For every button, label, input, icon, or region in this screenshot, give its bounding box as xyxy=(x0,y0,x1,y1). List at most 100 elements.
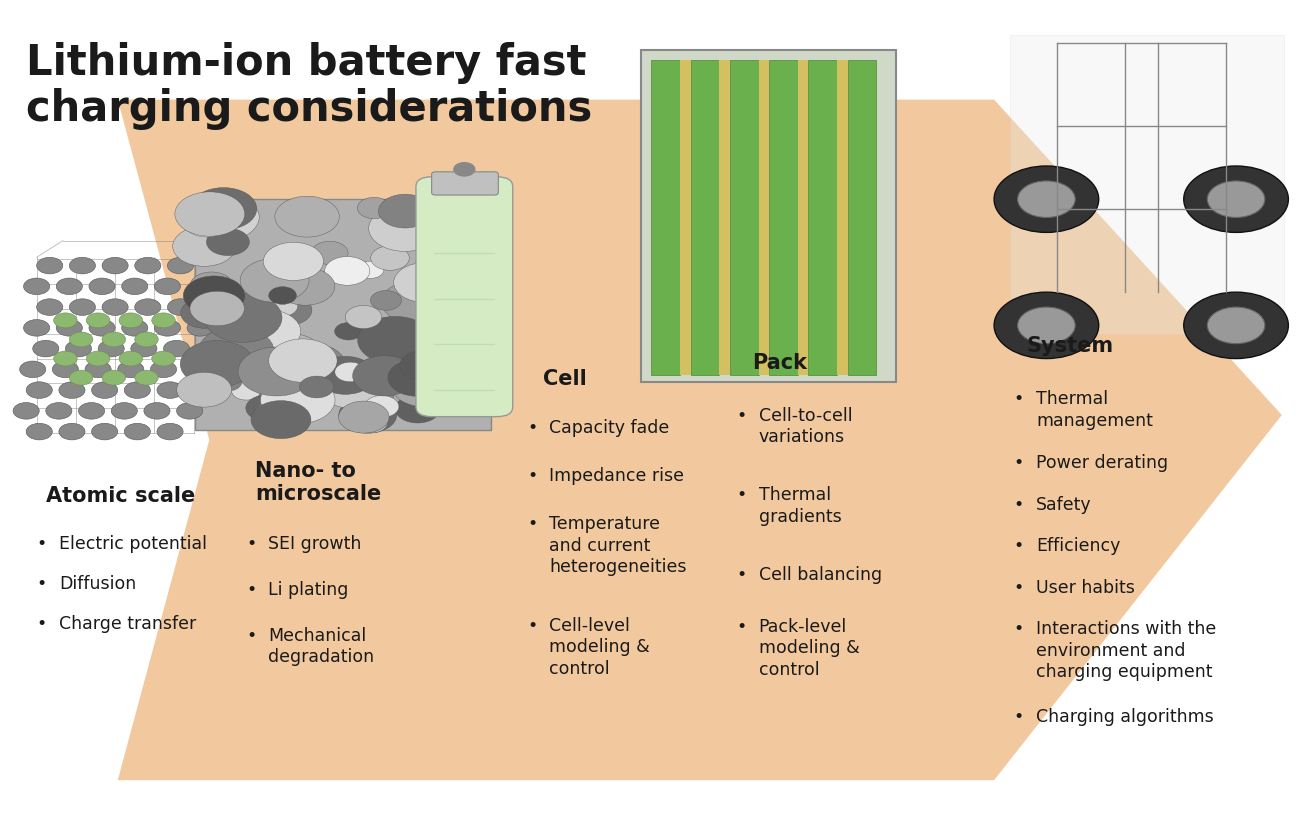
Circle shape xyxy=(407,215,449,242)
Circle shape xyxy=(232,310,301,354)
Circle shape xyxy=(1184,292,1288,359)
FancyBboxPatch shape xyxy=(837,60,848,375)
Text: Li plating: Li plating xyxy=(268,581,348,599)
Text: Electric potential: Electric potential xyxy=(59,535,207,554)
Text: •: • xyxy=(736,486,747,505)
Text: Atomic scale: Atomic scale xyxy=(46,486,195,505)
Circle shape xyxy=(258,334,322,374)
Text: Impedance rise: Impedance rise xyxy=(549,467,684,486)
Circle shape xyxy=(85,361,111,378)
Circle shape xyxy=(69,332,93,347)
Circle shape xyxy=(263,242,323,281)
Text: •: • xyxy=(246,581,256,599)
Text: •: • xyxy=(246,627,256,645)
Circle shape xyxy=(157,423,183,440)
Circle shape xyxy=(190,272,233,299)
Circle shape xyxy=(59,423,85,440)
Circle shape xyxy=(175,192,245,237)
Circle shape xyxy=(357,261,383,278)
Text: •: • xyxy=(37,575,47,593)
Text: SEI growth: SEI growth xyxy=(268,535,361,554)
Circle shape xyxy=(52,361,78,378)
Circle shape xyxy=(173,227,235,266)
Circle shape xyxy=(268,339,337,383)
Circle shape xyxy=(1207,307,1265,344)
Text: User habits: User habits xyxy=(1036,579,1135,597)
Circle shape xyxy=(54,351,77,366)
Circle shape xyxy=(260,377,335,424)
Circle shape xyxy=(26,382,52,398)
Circle shape xyxy=(264,295,298,317)
Text: Cell: Cell xyxy=(543,369,586,389)
Circle shape xyxy=(421,275,464,302)
Circle shape xyxy=(37,299,63,315)
Circle shape xyxy=(400,350,449,381)
Circle shape xyxy=(33,340,59,357)
Circle shape xyxy=(92,382,118,398)
Text: Pack: Pack xyxy=(752,353,807,373)
Circle shape xyxy=(102,299,128,315)
Circle shape xyxy=(157,382,183,398)
Circle shape xyxy=(89,278,115,295)
Circle shape xyxy=(135,299,161,315)
Circle shape xyxy=(24,320,50,336)
Text: •: • xyxy=(1014,390,1024,408)
Circle shape xyxy=(119,313,143,328)
Circle shape xyxy=(37,257,63,274)
Circle shape xyxy=(167,257,194,274)
Circle shape xyxy=(422,344,458,367)
Circle shape xyxy=(98,340,124,357)
Circle shape xyxy=(69,257,95,274)
Circle shape xyxy=(254,266,296,293)
Circle shape xyxy=(135,257,161,274)
Circle shape xyxy=(395,394,439,423)
Text: Lithium-ion battery fast
charging considerations: Lithium-ion battery fast charging consid… xyxy=(26,42,593,130)
Circle shape xyxy=(324,256,370,286)
Text: Pack-level
modeling &
control: Pack-level modeling & control xyxy=(759,618,859,679)
Circle shape xyxy=(276,344,345,388)
Circle shape xyxy=(183,276,245,315)
Text: •: • xyxy=(1014,620,1024,638)
Text: •: • xyxy=(736,407,747,425)
Circle shape xyxy=(432,272,476,300)
Text: Safety: Safety xyxy=(1036,496,1092,514)
Circle shape xyxy=(222,308,251,325)
Circle shape xyxy=(263,295,311,325)
FancyBboxPatch shape xyxy=(848,60,876,375)
Circle shape xyxy=(300,376,334,398)
Circle shape xyxy=(177,373,232,408)
Circle shape xyxy=(394,262,456,302)
Text: •: • xyxy=(527,467,538,486)
Circle shape xyxy=(357,316,433,364)
Circle shape xyxy=(59,382,85,398)
Text: Mechanical
degradation: Mechanical degradation xyxy=(268,627,374,666)
Circle shape xyxy=(432,229,492,266)
Text: Interactions with the
environment and
charging equipment: Interactions with the environment and ch… xyxy=(1036,620,1216,681)
Circle shape xyxy=(122,278,148,295)
Text: Nano- to
microscale: Nano- to microscale xyxy=(255,461,382,504)
Circle shape xyxy=(86,313,110,328)
FancyBboxPatch shape xyxy=(759,60,769,375)
Circle shape xyxy=(390,361,463,408)
Circle shape xyxy=(417,208,471,242)
Circle shape xyxy=(256,384,319,423)
Text: •: • xyxy=(1014,707,1024,725)
Circle shape xyxy=(20,361,46,378)
Circle shape xyxy=(135,332,158,347)
Circle shape xyxy=(65,340,92,357)
Circle shape xyxy=(119,351,143,366)
Circle shape xyxy=(124,423,150,440)
Circle shape xyxy=(357,198,391,218)
Circle shape xyxy=(417,265,485,308)
Text: •: • xyxy=(1014,496,1024,514)
Text: •: • xyxy=(1014,579,1024,597)
Circle shape xyxy=(56,320,82,336)
FancyBboxPatch shape xyxy=(719,60,730,375)
Circle shape xyxy=(317,360,394,409)
Circle shape xyxy=(450,225,492,251)
FancyBboxPatch shape xyxy=(798,60,808,375)
Circle shape xyxy=(241,258,309,302)
Circle shape xyxy=(251,401,311,438)
FancyBboxPatch shape xyxy=(195,199,490,430)
Circle shape xyxy=(369,205,441,251)
